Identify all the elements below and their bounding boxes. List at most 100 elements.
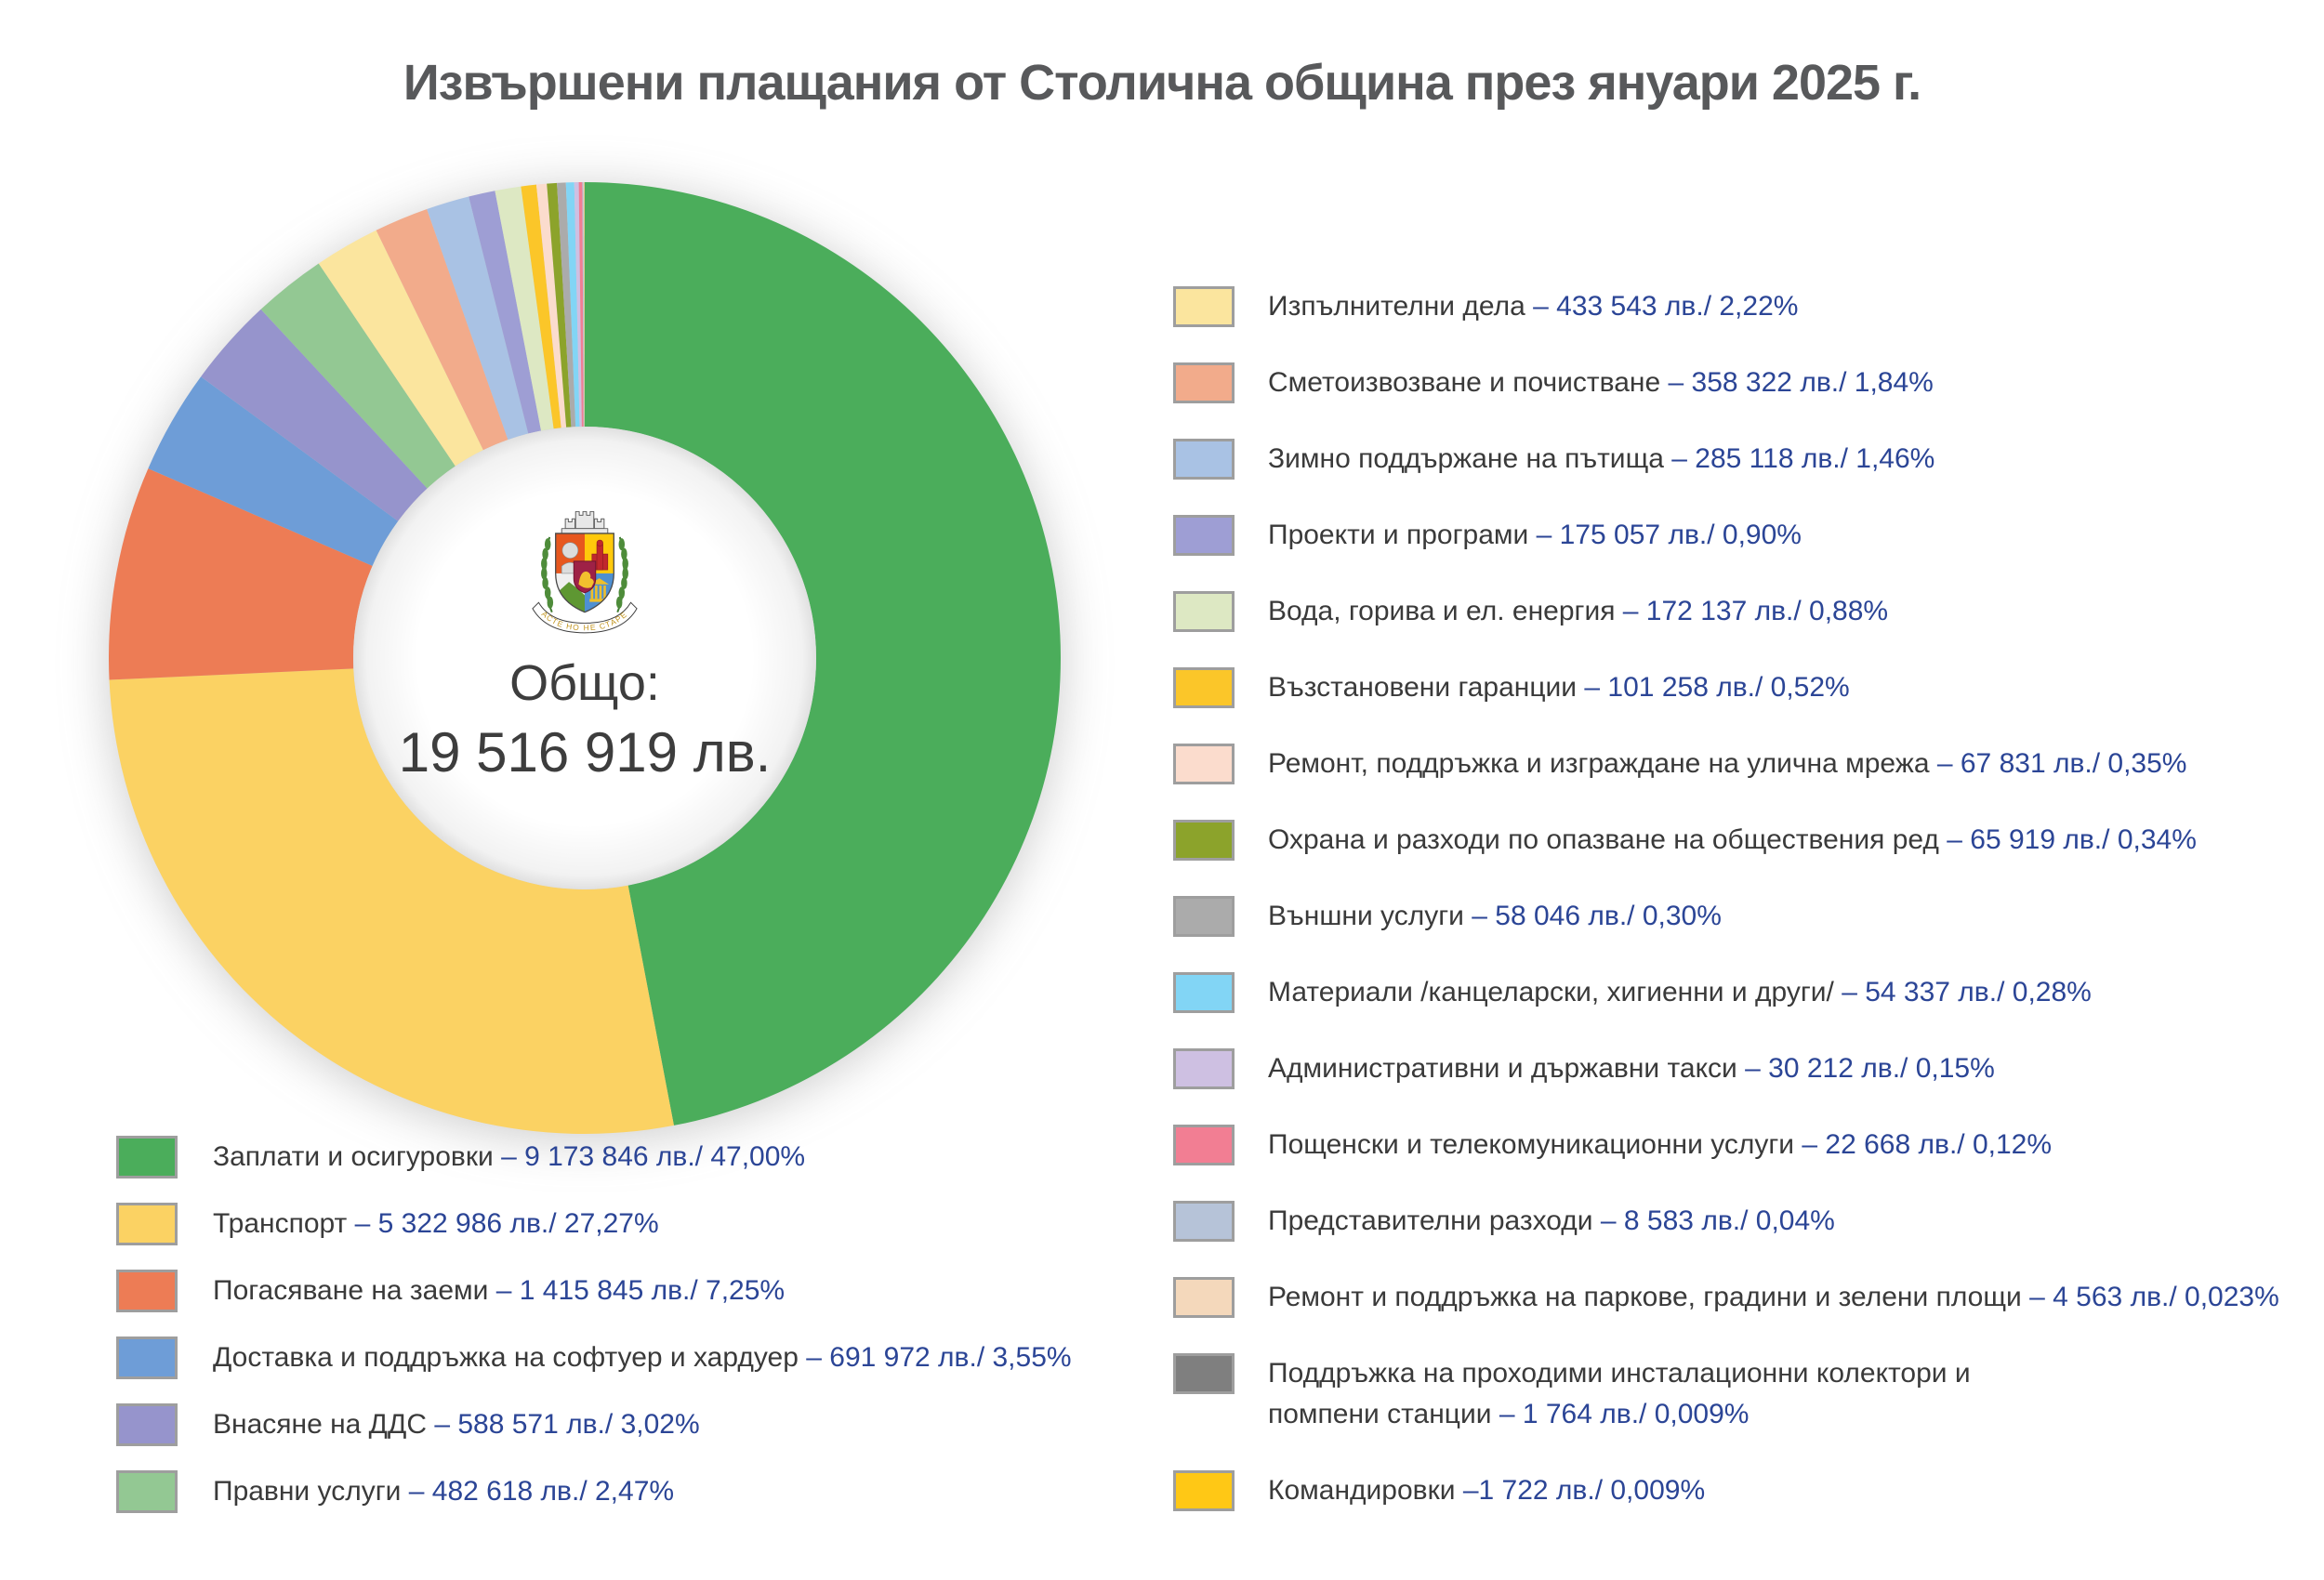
legend-value: – 285 118 лв./ 1,46% xyxy=(1663,443,1935,474)
legend-value: – 101 258 лв./ 0,52% xyxy=(1577,672,1850,703)
legend-text: Поддръжка на проходими инсталационни кол… xyxy=(1268,1353,1971,1435)
legend-text: Правни услуги – 482 618 лв./ 2,47% xyxy=(213,1470,674,1513)
pie-slice-4 xyxy=(201,309,428,521)
legend-value: – 30 212 лв./ 0,15% xyxy=(1736,1053,1995,1084)
legend-item: Правни услуги – 482 618 лв./ 2,47% xyxy=(116,1470,1072,1513)
legend-right-column: Изпълнителни дела – 433 543 лв./ 2,22% См… xyxy=(1173,286,2279,1547)
legend-value: – 482 618 лв./ 2,47% xyxy=(401,1476,675,1507)
legend-value: – 358 322 лв./ 1,84% xyxy=(1660,367,1934,398)
legend-value: – 5 322 986 лв./ 27,27% xyxy=(347,1208,659,1239)
legend-item: Възстановени гаранции – 101 258 лв./ 0,5… xyxy=(1173,667,2279,708)
pie-slice-5 xyxy=(260,263,456,489)
legend-label: Възстановени гаранции xyxy=(1268,672,1578,703)
donut-hole-shading xyxy=(353,427,816,889)
legend-swatch xyxy=(1173,515,1235,556)
legend-text: Материали /канцеларски, хигиенни и други… xyxy=(1268,972,2092,1013)
page-title: Извършени плащания от Столична община пр… xyxy=(403,55,1921,111)
legend-item: Административни и държавни такси – 30 21… xyxy=(1173,1048,2279,1089)
pie-slice-7 xyxy=(376,208,508,451)
legend-value: – 4 563 лв./ 0,023% xyxy=(2021,1282,2279,1312)
legend-label: Охрана и разходи по опазване на обществе… xyxy=(1268,824,1939,855)
legend-text: Проекти и програми – 175 057 лв./ 0,90% xyxy=(1268,515,1802,556)
legend-text: Сметоизвозване и почистване – 358 322 лв… xyxy=(1268,362,1934,403)
legend-text: Ремонт, поддръжка и изграждане на улична… xyxy=(1268,744,2186,784)
legend-item: Представителни разходи – 8 583 лв./ 0,04… xyxy=(1173,1201,2279,1242)
legend-label: Вода, горива и ел. енергия xyxy=(1268,596,1616,626)
legend-label: Поддръжка на проходими инсталационни кол… xyxy=(1268,1358,1971,1429)
legend-swatch xyxy=(116,1470,178,1513)
legend-label: Проекти и програми xyxy=(1268,520,1529,550)
legend-swatch xyxy=(116,1270,178,1312)
pie-slice-9 xyxy=(469,191,542,434)
legend-value: – 1 415 845 лв./ 7,25% xyxy=(488,1275,786,1306)
legend-value: – 67 831 лв./ 0,35% xyxy=(1929,748,2187,779)
legend-text: Възстановени гаранции – 101 258 лв./ 0,5… xyxy=(1268,667,1850,708)
legend-item: Материали /канцеларски, хигиенни и други… xyxy=(1173,972,2279,1013)
legend-swatch xyxy=(1173,1277,1235,1318)
legend-text: Пощенски и телекомуникационни услуги – 2… xyxy=(1268,1125,2052,1165)
legend-label: Транспорт xyxy=(213,1208,348,1239)
donut-center: РАСТЕ НО НЕ СТАРЕЕ Общо: 19 516 919 лв. xyxy=(380,502,789,783)
legend-text: Заплати и осигуровки – 9 173 846 лв./ 47… xyxy=(213,1136,805,1178)
legend-text: Транспорт – 5 322 986 лв./ 27,27% xyxy=(213,1203,659,1245)
pie-slice-18 xyxy=(582,182,585,427)
motto-ribbon xyxy=(532,601,638,634)
legend-item: Доставка и поддръжка на софтуер и хардуе… xyxy=(116,1336,1072,1379)
pie-slice-10 xyxy=(495,186,554,431)
legend-label: Административни и държавни такси xyxy=(1268,1053,1737,1084)
legend-item: Ремонт и поддръжка на паркове, градини и… xyxy=(1173,1277,2279,1318)
sofia-coat-of-arms: РАСТЕ НО НЕ СТАРЕЕ xyxy=(515,502,638,634)
legend-value: – 588 571 лв./ 3,02% xyxy=(426,1409,700,1440)
legend-text: Командировки –1 722 лв./ 0,009% xyxy=(1268,1470,1705,1511)
legend-value: – 22 668 лв./ 0,12% xyxy=(1794,1129,2053,1160)
legend-swatch xyxy=(1173,972,1235,1013)
legend-value: – 1 764 лв./ 0,009% xyxy=(1491,1399,1750,1429)
legend-item: Командировки –1 722 лв./ 0,009% xyxy=(1173,1470,2279,1511)
legend-swatch xyxy=(1173,1201,1235,1242)
legend-text: Административни и държавни такси – 30 21… xyxy=(1268,1048,1995,1089)
legend-item: Изпълнителни дела – 433 543 лв./ 2,22% xyxy=(1173,286,2279,327)
pie-slice-8 xyxy=(427,196,529,441)
legend-label: Представителни разходи xyxy=(1268,1205,1593,1236)
pie-slice-2 xyxy=(109,468,373,680)
legend-label: Внасяне на ДДС xyxy=(213,1409,427,1440)
legend-item: Вода, горива и ел. енергия – 172 137 лв.… xyxy=(1173,591,2279,632)
legend-value: – 58 046 лв./ 0,30% xyxy=(1463,901,1722,931)
legend-swatch xyxy=(1173,1470,1235,1511)
legend-item: Охрана и разходи по опазване на обществе… xyxy=(1173,820,2279,861)
legend-swatch xyxy=(116,1203,178,1245)
legend-value: – 175 057 лв./ 0,90% xyxy=(1528,520,1802,550)
legend-item: Погасяване на заеми – 1 415 845 лв./ 7,2… xyxy=(116,1270,1072,1312)
legend-swatch xyxy=(1173,1048,1235,1089)
legend-swatch xyxy=(1173,667,1235,708)
legend-label: Заплати и осигуровки xyxy=(213,1141,494,1172)
pie-slice-13 xyxy=(547,182,572,428)
legend-value: – 433 543 лв./ 2,22% xyxy=(1525,291,1799,322)
legend-label: Сметоизвозване и почистване xyxy=(1268,367,1661,398)
legend-item: Внасяне на ДДС – 588 571 лв./ 3,02% xyxy=(116,1403,1072,1446)
legend-item: Ремонт, поддръжка и изграждане на улична… xyxy=(1173,744,2279,784)
legend-value: – 65 919 лв./ 0,34% xyxy=(1938,824,2197,855)
legend-item: Поддръжка на проходими инсталационни кол… xyxy=(1173,1353,2279,1435)
legend-swatch xyxy=(1173,591,1235,632)
legend-label: Погасяване на заеми xyxy=(213,1275,489,1306)
legend-swatch xyxy=(1173,744,1235,784)
legend-label: Зимно поддържане на пътища xyxy=(1268,443,1664,474)
pie-slice-12 xyxy=(535,183,567,428)
legend-text: Ремонт и поддръжка на паркове, градини и… xyxy=(1268,1277,2279,1318)
legend-item: Заплати и осигуровки – 9 173 846 лв./ 47… xyxy=(116,1136,1072,1178)
laurel-branch-right xyxy=(615,536,628,613)
pie-slice-17 xyxy=(578,182,584,428)
legend-value: – 172 137 лв./ 0,88% xyxy=(1615,596,1889,626)
legend-swatch xyxy=(116,1403,178,1446)
legend-label: Ремонт и поддръжка на паркове, градини и… xyxy=(1268,1282,2022,1312)
legend-label: Материали /канцеларски, хигиенни и други… xyxy=(1268,977,1834,1007)
legend-value: – 8 583 лв./ 0,04% xyxy=(1592,1205,1835,1236)
shield-outline xyxy=(555,533,614,613)
legend-label: Командировки xyxy=(1268,1475,1456,1506)
pie-slice-11 xyxy=(521,184,561,429)
legend-text: Доставка и поддръжка на софтуер и хардуе… xyxy=(213,1336,1072,1379)
legend-text: Изпълнителни дела – 433 543 лв./ 2,22% xyxy=(1268,286,1798,327)
center-total-label: Общо: xyxy=(509,655,660,711)
